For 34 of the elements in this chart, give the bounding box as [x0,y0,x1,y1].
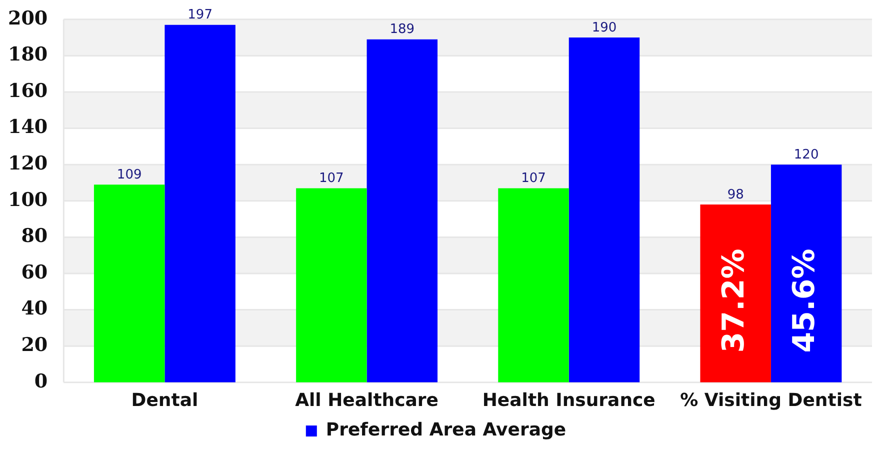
data-label: 190 [592,20,617,36]
bar [366,39,438,382]
x-tick-label: All Healthcare [295,390,439,411]
y-tick-label: 120 [8,152,48,175]
bar [568,38,640,382]
data-label: 107 [521,171,546,186]
data-label: 189 [390,22,415,38]
y-tick-label: 160 [8,80,48,102]
legend-label: Preferred Area Average [326,420,566,441]
bar [164,24,236,382]
data-label: 98 [727,187,744,202]
y-tick-label: 0 [34,370,48,392]
bar [700,204,771,382]
x-tick-label: % Visiting Dentist [680,390,862,411]
y-tick-label: 140 [8,116,48,138]
bar [296,188,367,382]
bar [498,188,569,382]
annotation: 45.6% [787,248,822,353]
y-tick-label: 100 [8,188,48,211]
annotation: 37.2% [716,248,752,353]
y-tick-label: 20 [21,334,48,356]
y-tick-label: 200 [8,7,48,30]
data-label: 107 [319,171,344,186]
bar [94,184,165,382]
x-tick-label: Dental [131,390,198,411]
data-label: 120 [794,147,819,162]
x-tick-label: Health Insurance [482,390,656,411]
y-tick-label: 80 [21,225,48,248]
y-tick-label: 60 [21,261,48,284]
y-tick-label: 180 [8,44,48,66]
bar [770,164,842,382]
y-tick-label: 40 [21,298,48,320]
data-label: 109 [116,167,142,182]
data-label: 197 [188,8,212,23]
